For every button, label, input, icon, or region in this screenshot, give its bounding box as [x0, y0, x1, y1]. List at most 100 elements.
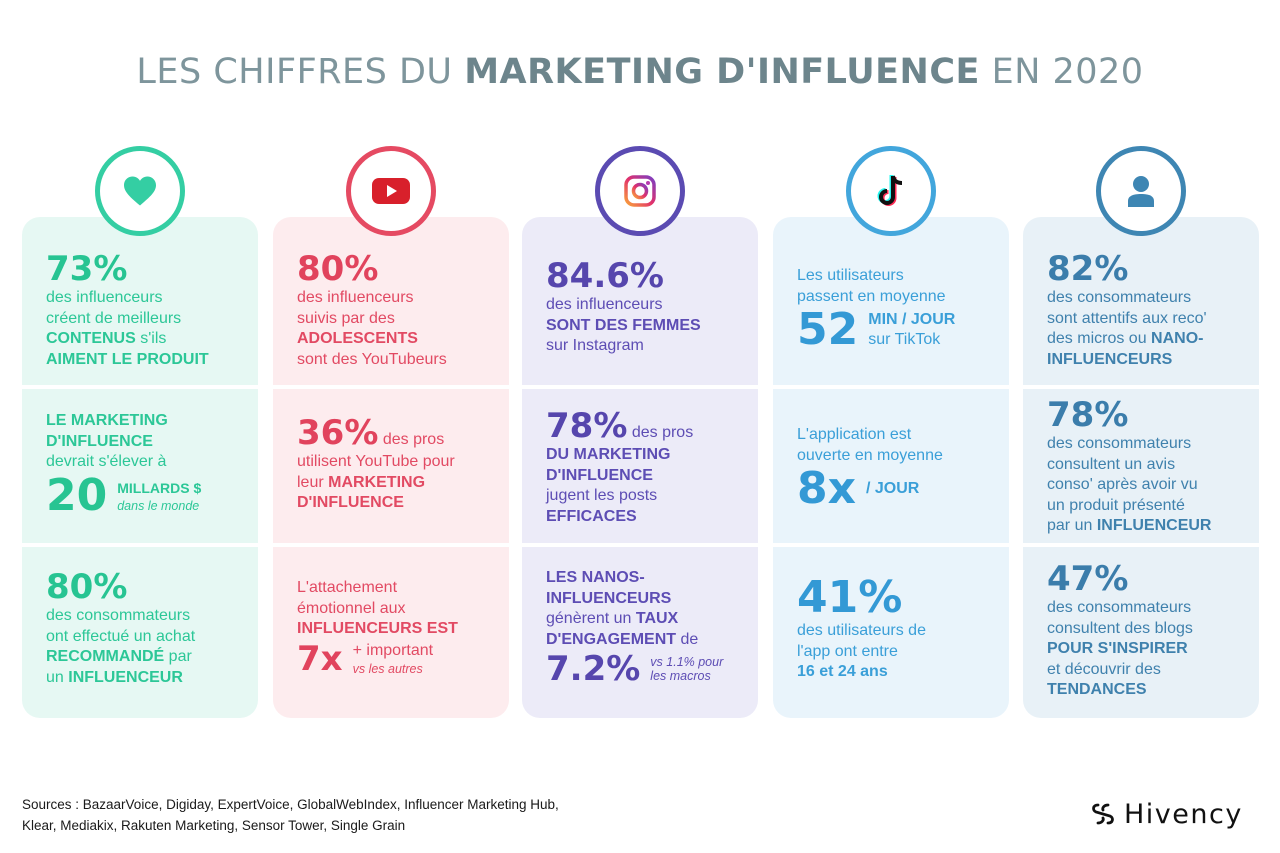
stat-unit-stack: + important vs les autres — [353, 641, 433, 676]
stat-text: consultent des blogs — [1047, 619, 1193, 637]
stat-text: des influenceurs — [46, 289, 163, 306]
sources-line: Sources : BazaarVoice, Digiday, ExpertVo… — [22, 797, 559, 812]
stat-block-2: 36% des pros utilisent YouTube pour leur… — [297, 414, 503, 514]
stat-emphasis: LE MARKETING — [46, 412, 168, 429]
stat-block-1: Les utilisateurs passent en moyenne 52 M… — [797, 266, 1003, 353]
stat-emphasis: ADOLESCENTS — [297, 330, 418, 347]
stat-text: sont des YouTubeurs — [297, 350, 447, 368]
stat-row: 36% des pros — [297, 414, 503, 452]
divider — [273, 385, 509, 389]
stat-value: 7x — [297, 638, 343, 679]
stat-emphasis: DU MARKETING — [546, 446, 671, 463]
stat-text: de — [676, 630, 699, 648]
sources-footnote: Sources : BazaarVoice, Digiday, ExpertVo… — [22, 794, 642, 836]
stat-emphasis: INFLUENCEURS EST — [297, 620, 458, 637]
stat-row: 7x + important vs les autres — [297, 640, 503, 678]
stat-text: émotionnel aux — [297, 599, 406, 617]
divider — [273, 543, 509, 547]
stat-text: et découvrir des — [1047, 660, 1161, 678]
hivency-logo-text: Hivency — [1124, 798, 1243, 830]
divider — [22, 385, 258, 389]
stat-note: vs 1.1% pour les macros — [650, 655, 724, 683]
stat-text: consultent un avis — [1047, 455, 1176, 473]
heart-icon — [124, 176, 156, 206]
stat-block-2: 78% des pros DU MARKETING D'INFLUENCE ju… — [546, 407, 752, 527]
stat-emphasis: INFLUENCEUR — [1096, 517, 1212, 534]
stat-row: 78% des pros — [546, 407, 752, 445]
column-youtube: 80% des influenceurs suivis par des ADOL… — [273, 142, 509, 718]
stat-emphasis: D'INFLUENCE — [46, 432, 153, 450]
instagram-icon — [624, 175, 656, 207]
stat-text: des pros — [627, 424, 694, 441]
stat-text: des micros ou — [1047, 330, 1152, 347]
hivency-logo-icon — [1092, 803, 1114, 825]
stat-emphasis: D'ENGAGEMENT — [546, 630, 677, 648]
stat-text: un — [46, 668, 69, 686]
stat-block-3: 80% des consommateurs ont effectué un ac… — [46, 568, 252, 688]
stat-text: génèrent un TAUX — [546, 609, 752, 630]
stat-emphasis: D'INFLUENCE — [297, 494, 404, 511]
stat-unit: / JOUR — [866, 479, 920, 497]
stat-row: 8x / JOUR — [797, 466, 1003, 512]
stat-block-2: 78% des consommateurs consultent un avis… — [1047, 396, 1253, 537]
stat-block-2: L'application est ouverte en moyenne 8x … — [797, 425, 1003, 512]
stat-text: CONTENUS s'ils — [46, 329, 252, 350]
stat-block-3: L'attachement émotionnel aux INFLUENCEUR… — [297, 578, 503, 678]
stat-emphasis: D'INFLUENCE — [546, 466, 653, 484]
stat-text: par un — [1047, 517, 1097, 534]
stat-block-1: 73% des influenceurs créent de meilleurs… — [46, 250, 252, 370]
stat-emphasis: INFLUENCEURS — [546, 589, 672, 607]
stat-block-2: LE MARKETING D'INFLUENCE devrait s'éleve… — [46, 411, 252, 519]
title-light-1: LES CHIFFRES DU — [136, 52, 465, 92]
stat-row: 7.2% vs 1.1% pour les macros — [546, 650, 752, 688]
stat-block-3: 41% des utilisateurs de l'app ont entre … — [797, 575, 1003, 683]
stat-text: conso' après avoir vu — [1047, 476, 1198, 493]
stat-value: 8x — [797, 463, 856, 514]
stat-emphasis: AIMENT LE PRODUIT — [46, 350, 209, 368]
stat-text: des utilisateurs de — [797, 622, 926, 639]
stat-text: utilisent YouTube pour — [297, 453, 455, 470]
user-badge — [1096, 146, 1186, 236]
stat-text: par un INFLUENCEUR — [1047, 516, 1253, 537]
stat-emphasis: TENDANCES — [1047, 681, 1147, 698]
stat-text: sont attentifs aux reco' — [1047, 309, 1207, 327]
stat-block-1: 80% des influenceurs suivis par des ADOL… — [297, 250, 503, 370]
stat-unit-stack: MILLARDS $ dans le monde — [117, 478, 201, 513]
stat-block-1: 84.6% des influenceurs SONT DES FEMMES s… — [546, 257, 752, 357]
stat-emphasis: EFFICACES — [546, 507, 637, 525]
stat-value: 82% — [1047, 249, 1129, 289]
tiktok-icon — [877, 175, 903, 206]
stat-emphasis: MARKETING — [328, 473, 426, 491]
user-icon — [1128, 176, 1154, 207]
column-general: 73% des influenceurs créent de meilleurs… — [22, 142, 258, 718]
stat-emphasis: CONTENUS — [46, 330, 136, 347]
stat-text: suivis par des — [297, 309, 395, 327]
stat-unit: + important — [352, 642, 434, 660]
stat-text: des consommateurs — [1047, 435, 1192, 452]
stat-unit-stack: MIN / JOUR sur TikTok — [868, 310, 955, 351]
column-panel — [522, 217, 758, 718]
stat-unit: MILLARDS $ — [117, 480, 202, 497]
stat-text: des micros ou NANO- — [1047, 329, 1253, 350]
stat-unit: MIN / JOUR — [868, 310, 956, 328]
stat-value: 41% — [797, 572, 903, 623]
column-panel — [1023, 217, 1259, 718]
stat-emphasis: INFLUENCEURS — [1047, 350, 1173, 368]
tiktok-badge — [846, 146, 936, 236]
youtube-icon — [372, 178, 410, 204]
hivency-logo: Hivency — [1090, 794, 1260, 834]
stat-text: un produit présenté — [1047, 496, 1185, 514]
stat-note: vs les autres — [352, 661, 423, 676]
stat-text: sur TikTok — [868, 331, 941, 348]
stat-value: 73% — [46, 249, 128, 289]
stat-emphasis: 16 et 24 ans — [797, 663, 888, 680]
stat-text: ont effectué un achat — [46, 627, 196, 645]
instagram-badge — [595, 146, 685, 236]
column-panel — [22, 217, 258, 718]
stat-emphasis: TAUX — [635, 610, 679, 627]
title-bold: MARKETING D'INFLUENCE — [464, 52, 980, 92]
stat-text: Les utilisateurs — [797, 267, 904, 284]
stat-value: 47% — [1047, 559, 1129, 599]
stat-text: L'application est — [797, 426, 912, 443]
sources-line: Klear, Mediakix, Rakuten Marketing, Sens… — [22, 818, 406, 833]
